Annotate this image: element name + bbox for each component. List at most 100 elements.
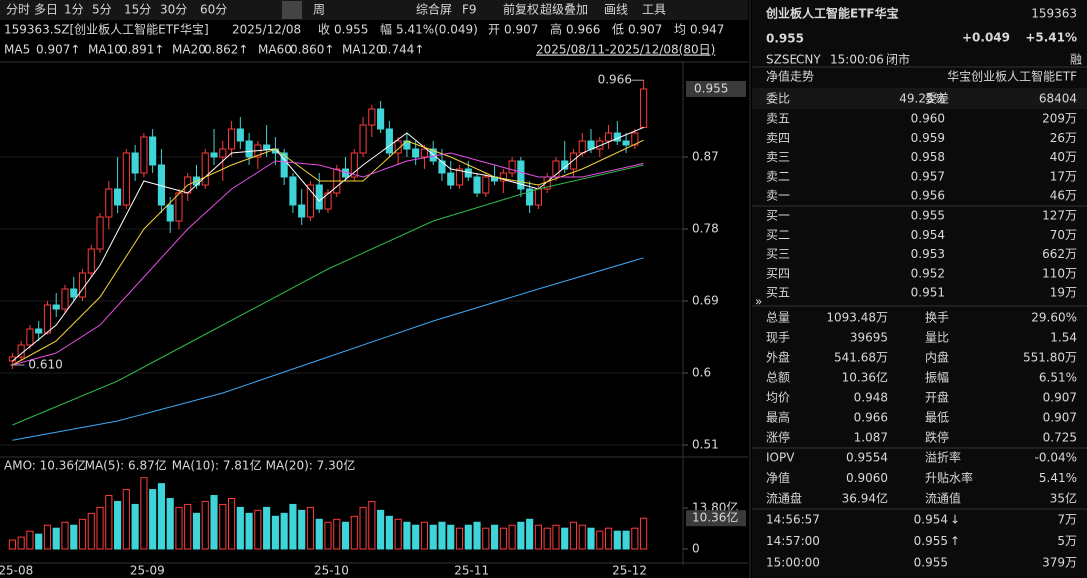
candle-body xyxy=(359,124,367,154)
volume-bar xyxy=(403,521,411,550)
stat-label: 均价 xyxy=(766,391,790,405)
tool-button[interactable]: 综合屏 xyxy=(416,2,452,17)
diff: 68404 xyxy=(1039,92,1077,106)
toolbar-box xyxy=(282,1,302,19)
book-volume: 19万 xyxy=(1050,286,1077,300)
period-tab[interactable]: 60分 xyxy=(200,3,227,17)
book-price: 0.955 xyxy=(911,209,945,223)
candle-body xyxy=(52,304,60,310)
stat-label: 溢折率 xyxy=(925,450,961,465)
stat-value: 1093.48万 xyxy=(826,311,888,325)
nav-trend[interactable]: 净值走势 xyxy=(766,69,814,84)
change-pct: +5.41% xyxy=(1025,31,1077,45)
period-tab[interactable]: 多日 xyxy=(34,3,58,17)
x-tick-label: 25-12 xyxy=(612,564,647,578)
tool-button[interactable]: 超级叠加 xyxy=(540,2,588,17)
volume-bar xyxy=(78,518,87,550)
period-tab[interactable]: 分时 xyxy=(6,3,30,17)
trade-price: 0.955 xyxy=(914,534,948,548)
ma-legend-value: 0.744↑ xyxy=(380,43,424,57)
stat-label: 总额 xyxy=(766,371,790,385)
volume-bar xyxy=(622,530,630,550)
tool-button[interactable]: 画线 xyxy=(604,3,628,17)
stat-label: 现手 xyxy=(766,331,790,345)
tool-button[interactable]: 前复权 xyxy=(503,2,539,17)
book-volume: 17万 xyxy=(1050,169,1077,183)
volume-bar xyxy=(131,503,139,550)
info-text: 幅 xyxy=(380,22,392,37)
x-tick-label: 25-08 xyxy=(0,564,33,578)
book-price: 0.960 xyxy=(911,112,945,126)
volume-bar xyxy=(315,518,323,550)
volume-bar xyxy=(604,527,613,550)
trade-price: 0.955 xyxy=(914,556,948,570)
stat-value: 0.9060 xyxy=(846,471,888,485)
ma-line xyxy=(12,257,644,441)
period-tab[interactable]: 周 xyxy=(313,3,325,17)
last-price-label: 0.955 xyxy=(694,82,728,96)
date-range[interactable]: 2025/08/11-2025/12/08(80日) xyxy=(536,43,715,57)
candle-body xyxy=(394,140,402,154)
volume-bar xyxy=(491,524,499,550)
stat-value: 0.907 xyxy=(1043,391,1077,405)
candle-body xyxy=(596,140,604,150)
volume-bar xyxy=(52,527,60,550)
trade-price: 0.954 xyxy=(914,513,948,527)
candle-body xyxy=(526,188,534,206)
y-tick-label: 0.51 xyxy=(692,438,719,452)
trade-time: 14:57:00 xyxy=(766,534,820,548)
y-tick-label: 0.69 xyxy=(692,294,719,308)
volume-bar xyxy=(324,521,332,550)
book-price: 0.954 xyxy=(911,228,945,242)
volume-bar xyxy=(534,524,542,550)
volume-bar xyxy=(26,530,34,550)
candle-body xyxy=(166,204,174,222)
trade-direction: ↑ xyxy=(950,534,960,548)
stat-label: 开盘 xyxy=(925,390,949,405)
stat-value: 0.725 xyxy=(1043,431,1077,445)
y-tick-label: 0.87 xyxy=(692,150,719,164)
period-tab[interactable]: 1分 xyxy=(64,3,84,17)
candle-body xyxy=(70,288,78,298)
last-volume-label: 10.36亿 xyxy=(692,510,738,525)
candle-body xyxy=(473,176,481,194)
volume-bar xyxy=(140,477,148,550)
y-tick-label: 0.78 xyxy=(692,222,719,236)
candle-body xyxy=(219,148,227,158)
candle-body xyxy=(534,188,542,206)
tool-button[interactable]: 工具 xyxy=(642,3,666,17)
stat-label: 振幅 xyxy=(925,370,949,385)
volume-bar xyxy=(245,512,253,550)
period-tab[interactable]: 5分 xyxy=(92,3,112,17)
period-tab[interactable]: 15分 xyxy=(124,3,151,17)
candle-body xyxy=(149,136,157,166)
info-text: 开 xyxy=(488,23,500,37)
volume-bar xyxy=(455,527,464,550)
quote-meta: SZSE xyxy=(766,53,797,67)
book-price: 0.952 xyxy=(911,266,945,280)
volume-bar xyxy=(508,524,516,550)
info-text: 高 xyxy=(550,22,562,37)
x-tick-label: 25-11 xyxy=(454,564,489,578)
stat-value: 10.36亿 xyxy=(842,370,888,385)
stat-label: 换手 xyxy=(925,311,949,325)
book-price: 0.956 xyxy=(911,189,945,203)
candle-body xyxy=(78,272,87,298)
period-tab[interactable]: 30分 xyxy=(160,3,187,17)
stat-label: 净值 xyxy=(766,470,790,485)
volume-legend: AMO: 10.36亿 xyxy=(4,458,86,473)
book-volume: 127万 xyxy=(1042,209,1077,223)
stat-label: 最低 xyxy=(925,411,949,425)
trade-time: 15:00:00 xyxy=(766,556,820,570)
ma-legend-name: MA5 xyxy=(4,43,30,57)
volume-bar xyxy=(192,512,201,550)
book-level: 卖五 xyxy=(766,112,790,126)
tool-button[interactable]: F9 xyxy=(462,3,477,17)
volume-bar xyxy=(280,512,288,550)
book-level: 买二 xyxy=(766,228,790,242)
candle-body xyxy=(43,304,52,334)
candle-body xyxy=(114,188,122,206)
expand-arrow[interactable]: » xyxy=(755,295,762,309)
ma-legend-value: 0.862↑ xyxy=(204,43,248,57)
